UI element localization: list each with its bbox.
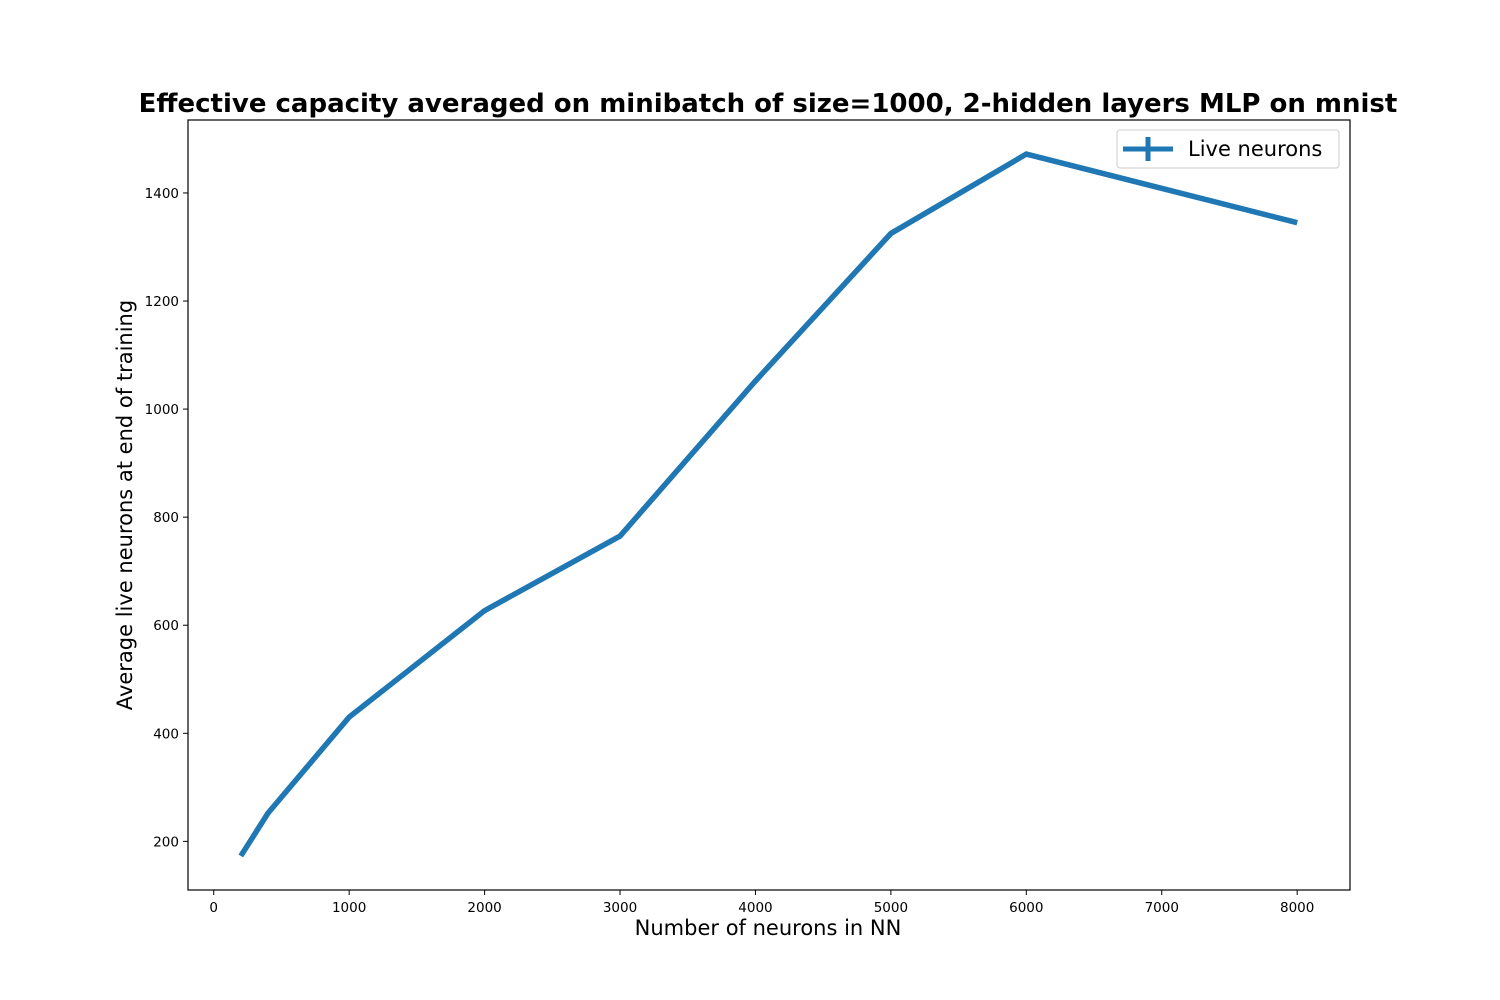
x-tick-label: 5000 (874, 900, 908, 916)
x-tick-label: 8000 (1280, 900, 1314, 916)
y-tick-label: 1200 (145, 294, 179, 310)
y-tick-label: 800 (153, 510, 179, 526)
legend-label: Live neurons (1188, 137, 1322, 161)
series-layer (238, 151, 1298, 858)
x-tick-label: 0 (209, 900, 218, 916)
y-tick-label: 1000 (145, 402, 179, 418)
x-tick-label: 2000 (467, 900, 501, 916)
legend-box (1116, 129, 1340, 169)
y-axis: 200 400 600 800 1000 1200 1400 (145, 186, 188, 850)
y-tick-label: 200 (153, 834, 179, 850)
x-axis: 0 1000 2000 3000 4000 5000 6000 7000 8000 (209, 890, 1314, 916)
x-tick-label: 7000 (1145, 900, 1179, 916)
plot-area (187, 119, 1351, 891)
x-tick-label: 3000 (603, 900, 637, 916)
chart-title: Effective capacity averaged on minibatch… (139, 89, 1398, 119)
x-tick-label: 1000 (332, 900, 366, 916)
legend: Live neurons (1116, 129, 1340, 169)
x-tick-label: 6000 (1009, 900, 1043, 916)
y-tick-label: 1400 (145, 186, 179, 202)
y-tick-label: 400 (153, 726, 179, 742)
x-tick-label: 4000 (738, 900, 772, 916)
y-axis-label: Average live neurons at end of training (113, 300, 137, 710)
x-axis-label: Number of neurons in NN (635, 916, 902, 940)
y-tick-label: 600 (153, 618, 179, 634)
